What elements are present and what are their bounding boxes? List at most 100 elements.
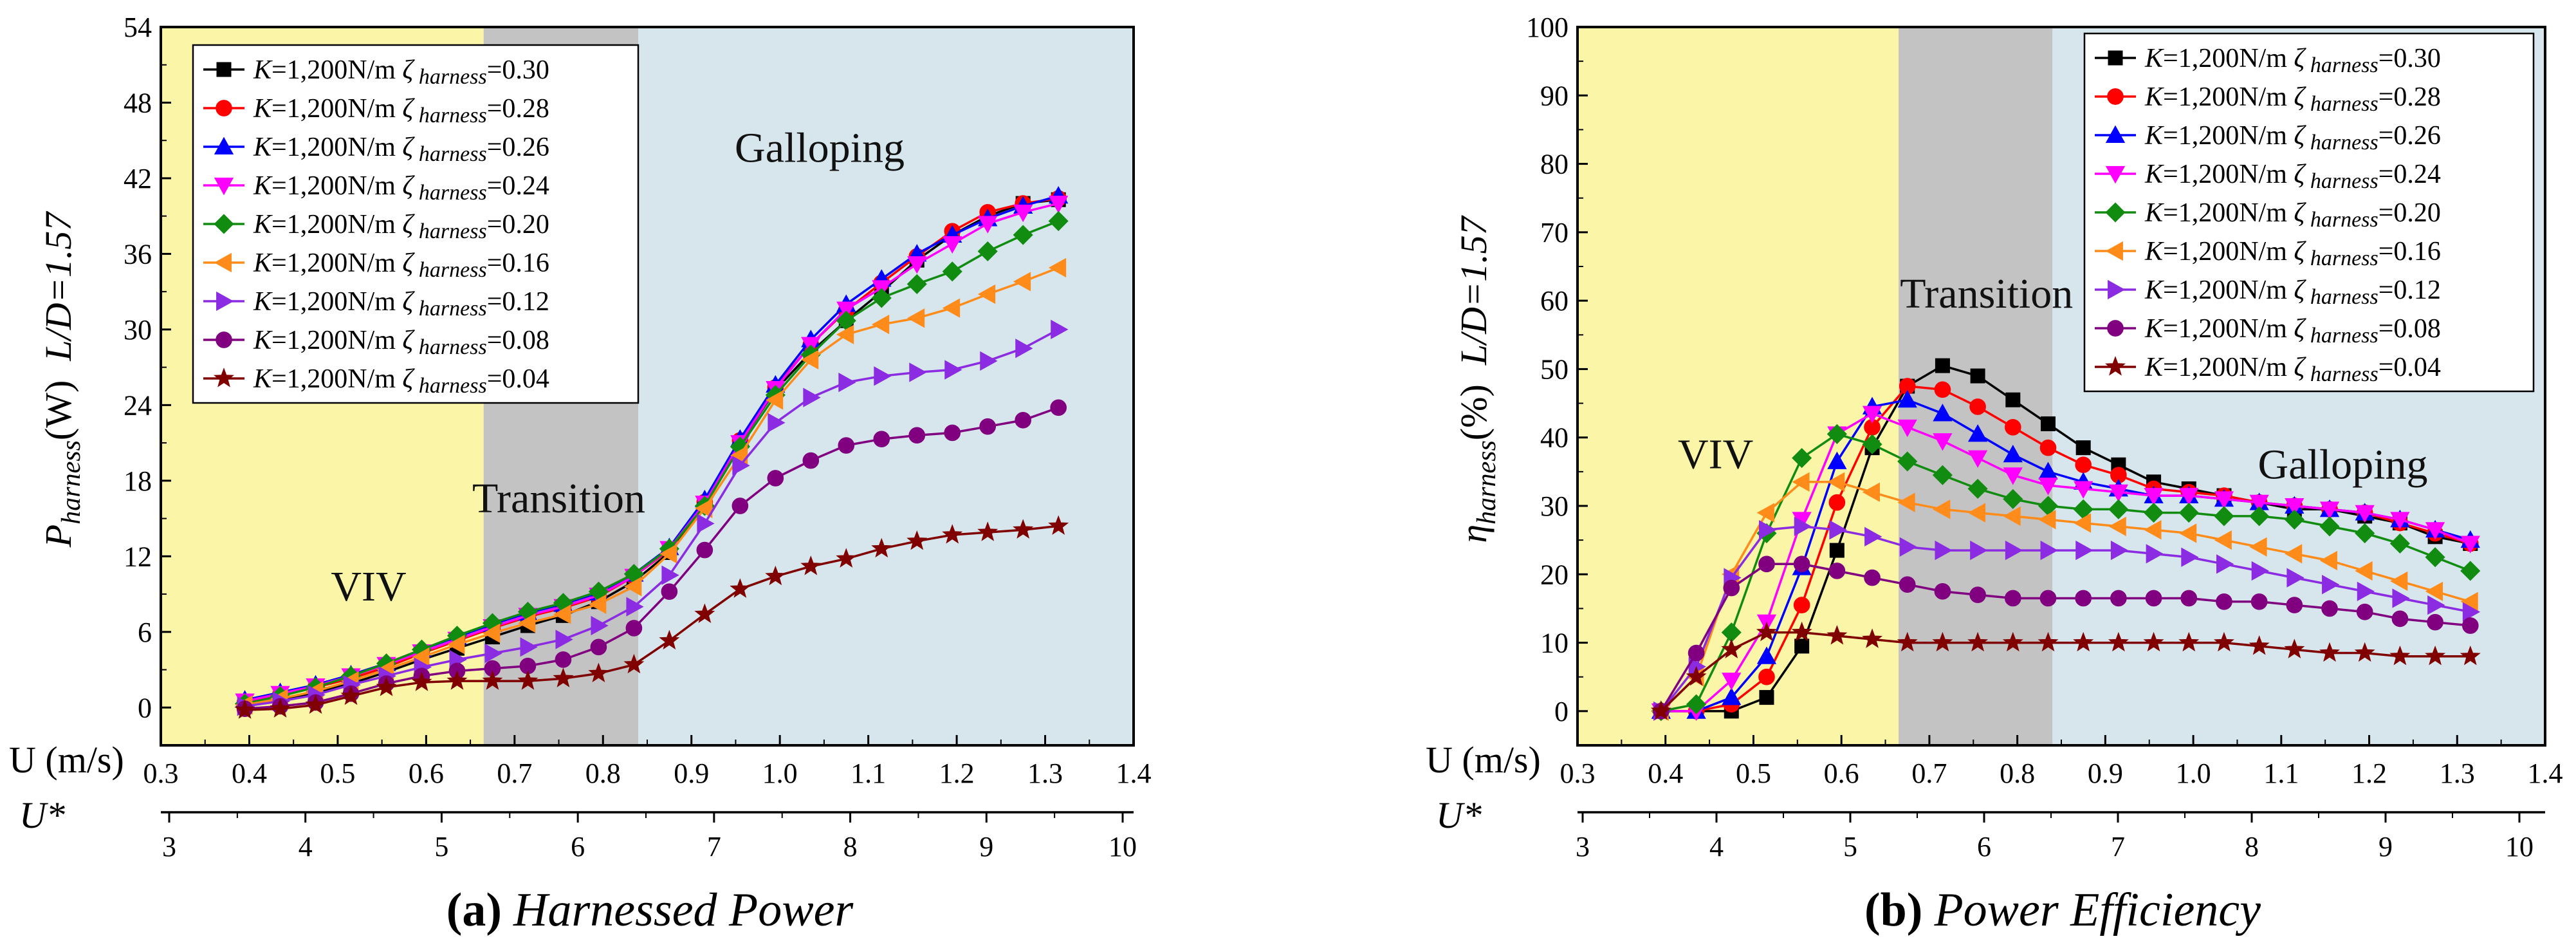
data-point (1013, 272, 1031, 292)
data-point (694, 603, 715, 623)
data-point (2392, 588, 2410, 608)
ustar-tick-label: 4 (1709, 831, 1724, 862)
legend-marker (2105, 166, 2126, 184)
data-point (2356, 603, 2373, 620)
data-point (2462, 602, 2481, 622)
data-point (944, 424, 961, 442)
x-tick-label: 1.4 (2528, 758, 2563, 789)
data-point (1793, 555, 1810, 573)
data-point (2040, 416, 2056, 431)
ustar-tick-label: 7 (2111, 831, 2125, 862)
data-point (376, 676, 397, 696)
data-point (2108, 484, 2129, 503)
y-axis-unit: (W) (37, 380, 79, 440)
data-point (1829, 520, 1847, 540)
data-point (482, 670, 503, 690)
x-tick-label: 0.5 (1736, 758, 1771, 789)
data-point (1932, 465, 1953, 485)
data-point (2250, 593, 2268, 610)
data-point (2075, 440, 2091, 456)
data-point (1756, 621, 1777, 642)
data-point (555, 651, 572, 668)
y-tick-label: 80 (1540, 149, 1569, 180)
x-tick-label: 0.4 (232, 758, 267, 789)
region-label-transition: Transition (472, 475, 645, 522)
data-point (518, 613, 536, 633)
x-axis-title: U (m/s) (9, 739, 124, 781)
plot-frame (1576, 26, 2546, 747)
legend-marker (216, 291, 234, 312)
data-point (2179, 488, 2199, 506)
data-point (2284, 509, 2305, 530)
legend-entry-label: K=1,200N/m ζ harness=0.04 (2144, 353, 2441, 386)
data-point (2144, 488, 2164, 506)
x-tick-label: 0.5 (320, 758, 355, 789)
data-point (2460, 536, 2480, 554)
data-point (2039, 590, 2057, 607)
x-tick-label: 1.2 (939, 758, 975, 789)
data-point (1862, 405, 1882, 424)
data-point (2039, 439, 2057, 456)
data-point (1794, 638, 1810, 654)
data-point (907, 256, 927, 274)
data-point (2249, 506, 2270, 526)
data-point (1897, 631, 1918, 652)
x-tick-label: 1.1 (2263, 758, 2299, 789)
data-point (2354, 642, 2375, 662)
data-point (803, 387, 821, 407)
caption-text: Power Efficiency (1933, 884, 2261, 936)
data-point (2074, 481, 2093, 499)
x-tick-label: 0.8 (585, 758, 621, 789)
data-point (2038, 631, 2059, 652)
data-point (234, 699, 255, 719)
ustar-tick-label: 8 (2245, 831, 2259, 862)
data-point (765, 565, 786, 586)
data-point (2075, 590, 2092, 607)
data-point (1828, 494, 1846, 511)
data-point (1756, 503, 1774, 523)
data-point (2285, 498, 2305, 516)
data-point (2178, 503, 2199, 523)
data-point (2178, 631, 2200, 652)
data-point (978, 216, 998, 234)
data-point (1049, 196, 1069, 214)
data-point (1932, 631, 1953, 652)
data-point (1051, 319, 1069, 340)
legend-marker (216, 331, 232, 348)
data-point (2108, 499, 2129, 519)
data-point (625, 620, 643, 637)
data-point (1686, 694, 1707, 714)
data-point (1970, 540, 1988, 561)
series-6 (1653, 516, 2481, 722)
data-point (1013, 204, 1033, 223)
data-point (942, 261, 962, 282)
data-point (1967, 631, 1989, 652)
y-axis-sub: harness (57, 440, 86, 525)
x-tick-label: 0.6 (1824, 758, 1859, 789)
data-point (2213, 631, 2234, 652)
data-point (1050, 399, 1067, 416)
data-point (2427, 613, 2443, 631)
legend-entry-label: K=1,200N/m ζ harness=0.08 (253, 326, 549, 359)
legend-marker (2105, 241, 2123, 261)
x-tick-label: 1.3 (1027, 758, 1063, 789)
ustar-tick-label: 9 (2378, 831, 2393, 862)
x-tick-label: 0.9 (2088, 758, 2123, 789)
data-point (1897, 389, 1917, 408)
data-point (624, 577, 642, 597)
data-point (1899, 576, 1916, 593)
data-point (2214, 491, 2234, 509)
data-point (305, 694, 326, 714)
y-axis-title: ηharness(%) L/D=1.57 (1453, 215, 1502, 543)
legend-marker (2107, 88, 2124, 105)
data-point (1759, 520, 1777, 540)
data-point (447, 635, 465, 655)
data-point (1864, 526, 1882, 546)
data-point (1723, 579, 1740, 597)
data-point (871, 314, 890, 335)
region-label-viv: VIV (1678, 431, 1753, 478)
data-point (659, 629, 680, 650)
ustar-tick-label: 6 (571, 831, 585, 862)
data-point (2144, 503, 2164, 523)
data-point (979, 418, 997, 435)
